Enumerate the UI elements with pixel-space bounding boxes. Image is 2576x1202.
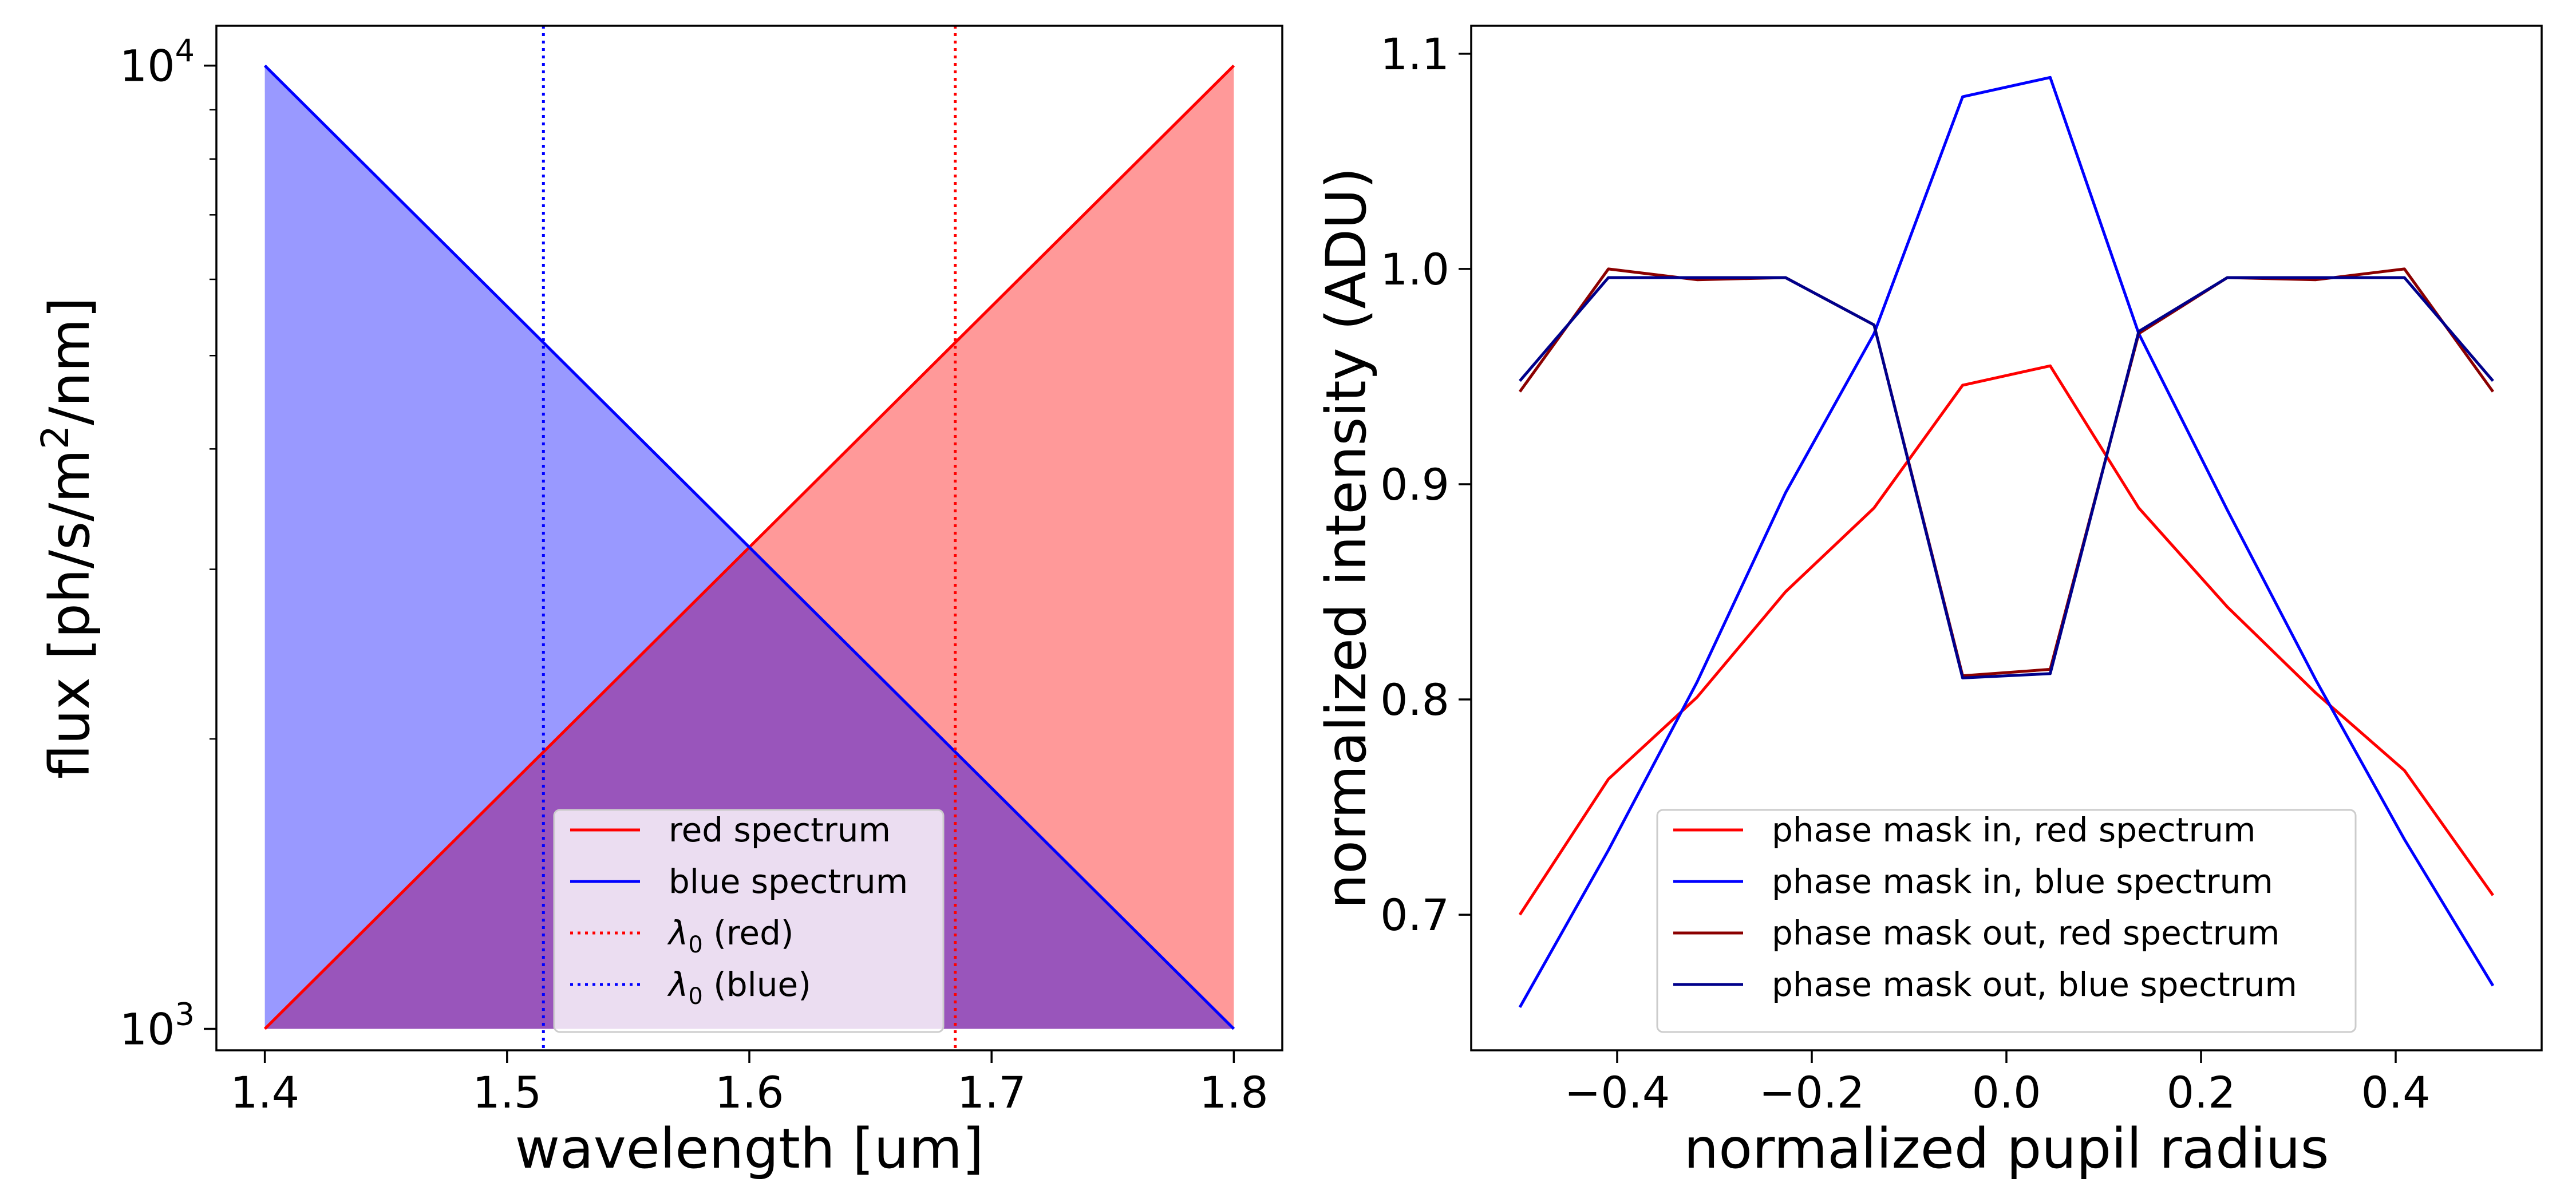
legend-label: phase mask in, red spectrum xyxy=(1772,810,2255,849)
legend-box xyxy=(553,809,945,1033)
legend: phase mask in, red spectrum phase mask in… xyxy=(1656,809,2357,1033)
x-tick-label: 1.4 xyxy=(230,1067,299,1118)
x-axis-label: normalized pupil radius xyxy=(1684,1117,2329,1181)
y-tick-label: 0.9 xyxy=(1380,459,1449,510)
legend-label: blue spectrum xyxy=(669,862,908,901)
legend: red spectrum blue spectrum λ0 (red) λ0 (blu… xyxy=(553,809,945,1033)
series-line-blue-spectrum xyxy=(263,64,1235,1030)
x-tick-label: 1.6 xyxy=(715,1067,784,1118)
y-tick-label: 104 xyxy=(120,33,195,92)
right-chart-panel: −0.4 −0.2 0.0 0.2 0.4 0.7 0.8 0.9 1.0 1.1 normaliz… xyxy=(1314,25,2543,1181)
x-tick-label: −0.4 xyxy=(1564,1067,1670,1118)
legend-label: λ0 (blue) xyxy=(667,965,811,1010)
y-tick-label: 1.1 xyxy=(1380,29,1449,80)
x-tick-label: 1.7 xyxy=(957,1067,1026,1118)
series-line-phase-mask-in-blue-spectrum xyxy=(1518,76,2495,1009)
fill-area-overlap xyxy=(264,547,1234,1029)
x-axis-label: wavelength [um] xyxy=(515,1117,984,1181)
x-tick-label: 1.5 xyxy=(472,1067,542,1118)
x-tick-label: 0.0 xyxy=(1972,1067,2041,1118)
y-tick-label: 1.0 xyxy=(1380,244,1449,295)
legend-label: phase mask in, blue spectrum xyxy=(1772,862,2273,901)
legend-label: red spectrum xyxy=(669,810,891,849)
x-tick-label: 0.4 xyxy=(2361,1067,2431,1118)
x-tick-label: −0.2 xyxy=(1759,1067,1865,1118)
y-tick-label: 103 xyxy=(120,997,195,1055)
y-tick-label: 0.7 xyxy=(1380,889,1449,940)
legend-label: phase mask out, red spectrum xyxy=(1772,914,2280,952)
y-axis-label: flux [ph/s/m2/nm] xyxy=(33,297,102,779)
left-chart-panel: 1.4 1.5 1.6 1.7 1.8 103 104 wavelength [um] flux… xyxy=(33,25,1283,1181)
legend-label: λ0 (red) xyxy=(667,914,794,958)
x-tick-label: 1.8 xyxy=(1199,1067,1269,1118)
legend-label: phase mask out, blue spectrum xyxy=(1772,965,2297,1004)
series-line-phase-mask-out-blue-spectrum xyxy=(1519,276,2494,679)
legend-box xyxy=(1656,809,2357,1033)
series-line-phase-mask-out-red-spectrum xyxy=(1518,267,2495,678)
x-tick-label: 0.2 xyxy=(2167,1067,2236,1118)
y-axis-label: normalized intensity (ADU) xyxy=(1314,167,1378,908)
y-tick-label: 0.8 xyxy=(1380,674,1449,725)
